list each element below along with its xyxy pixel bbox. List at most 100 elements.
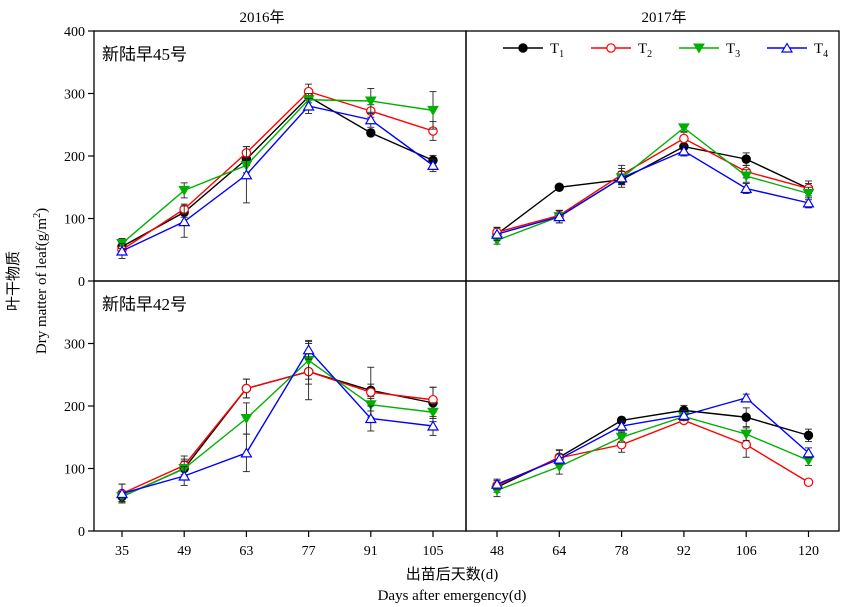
series-T3 <box>491 412 815 498</box>
data-point <box>365 387 376 398</box>
year-header-right: 2017年 <box>641 9 686 26</box>
series-line-T3 <box>496 415 809 492</box>
series-T1 <box>117 89 438 252</box>
series-T4 <box>490 145 815 241</box>
data-point <box>302 344 315 355</box>
series-line-T2 <box>121 370 434 495</box>
y-tick-label: 300 <box>64 88 85 103</box>
y-axis-label-en-main: Dry matter of leaf(g/m <box>34 218 50 355</box>
series-line-T4 <box>121 348 434 495</box>
series-T4 <box>115 339 440 504</box>
data-point <box>490 478 504 489</box>
data-point <box>740 182 753 194</box>
series-T3 <box>116 88 439 249</box>
data-point <box>115 487 129 499</box>
x-tick-label: 35 <box>115 544 129 559</box>
series-T3 <box>116 341 439 503</box>
data-point <box>178 470 191 481</box>
series-T1 <box>492 404 814 493</box>
data-point <box>740 429 753 440</box>
x-tick-label: 120 <box>798 544 819 559</box>
legend: T1 T2 T3 T4 <box>503 41 828 60</box>
data-point <box>677 409 690 420</box>
data-point <box>427 407 439 418</box>
legend-marker <box>518 43 528 53</box>
series-T4 <box>490 392 815 490</box>
data-point <box>740 392 753 403</box>
data-point <box>241 383 252 394</box>
data-point <box>615 432 628 443</box>
series-line-T3 <box>121 359 434 498</box>
x-tick-label: 48 <box>490 544 504 559</box>
series-T2 <box>117 83 438 255</box>
x-axis-label-cn: 出苗后天数(d) <box>406 566 499 583</box>
y-tick-label: 0 <box>78 275 85 290</box>
x-tick-label: 64 <box>552 544 566 559</box>
legend-label: T2 <box>638 41 652 60</box>
legend-item: T4 <box>767 41 828 60</box>
data-point <box>178 215 191 227</box>
data-point <box>364 412 377 424</box>
legend-item: T2 <box>591 41 652 60</box>
data-point <box>615 420 628 431</box>
legend-item: T3 <box>679 41 740 60</box>
legend-label: T4 <box>814 41 828 60</box>
series-T3 <box>491 123 815 246</box>
y-tick-label: 200 <box>64 150 85 165</box>
variety-label-bottom: 新陆早42号 <box>102 295 187 314</box>
y-axis-label-en: Dry matter of leaf(g/m2) <box>32 208 50 354</box>
data-point <box>366 128 376 138</box>
series-T4 <box>115 98 440 259</box>
x-tick-label: 91 <box>364 544 378 559</box>
data-point <box>553 210 566 222</box>
data-point <box>490 228 504 239</box>
data-point <box>240 447 253 458</box>
x-tick-label: 106 <box>736 544 757 559</box>
y-axis-label-cn: 叶干物质 <box>5 251 22 311</box>
x-tick-label: 49 <box>177 544 191 559</box>
data-point <box>741 154 751 164</box>
y-axis-label-en-close: ) <box>34 208 50 213</box>
data-point <box>115 245 129 256</box>
data-point <box>426 420 440 431</box>
panel-frame-bottom-left <box>93 280 467 532</box>
data-point <box>679 133 689 144</box>
y-tick-label: 0 <box>78 525 85 540</box>
x-tick-label: 78 <box>615 544 629 559</box>
legend-marker <box>606 43 616 53</box>
x-tick-label: 92 <box>677 544 691 559</box>
y-tick-label: 200 <box>64 400 85 415</box>
data-point <box>553 453 566 464</box>
x-axis-label-en: Days after emergency(d) <box>378 588 527 604</box>
series-line-T1 <box>496 409 809 488</box>
data-point <box>678 123 690 134</box>
series-line-T4 <box>496 150 809 235</box>
y-tick-label: 400 <box>64 25 85 40</box>
series-T2 <box>117 343 438 504</box>
data-point <box>802 189 815 199</box>
series-line-T3 <box>121 99 434 245</box>
data-point <box>364 114 377 125</box>
data-point <box>364 400 377 411</box>
legend-marker <box>780 42 794 53</box>
data-point <box>740 171 753 182</box>
panel-frames <box>93 30 840 532</box>
y-tick-label: 100 <box>64 463 85 478</box>
legend-label: T1 <box>550 41 564 60</box>
y-tick-label: 100 <box>64 213 85 228</box>
y-axis-label-en-sup: 2 <box>32 213 43 218</box>
data-point <box>615 172 628 183</box>
variety-label-top: 新陆早45号 <box>102 45 187 64</box>
series-line-T2 <box>121 90 434 251</box>
data-point <box>741 412 751 422</box>
data-point <box>427 105 439 116</box>
axes: 0 100 200 300 400 0 100 200 300 35 49 63 77 91 105 48 64… <box>64 25 819 559</box>
x-tick-label: 105 <box>423 544 444 559</box>
series-line-T1 <box>496 145 809 235</box>
data-point <box>364 96 377 107</box>
data-point <box>240 414 253 424</box>
legend-label: T3 <box>726 41 740 60</box>
series-line-T1 <box>121 95 434 248</box>
panel-top-left <box>115 83 440 259</box>
legend-item: T1 <box>503 41 564 60</box>
